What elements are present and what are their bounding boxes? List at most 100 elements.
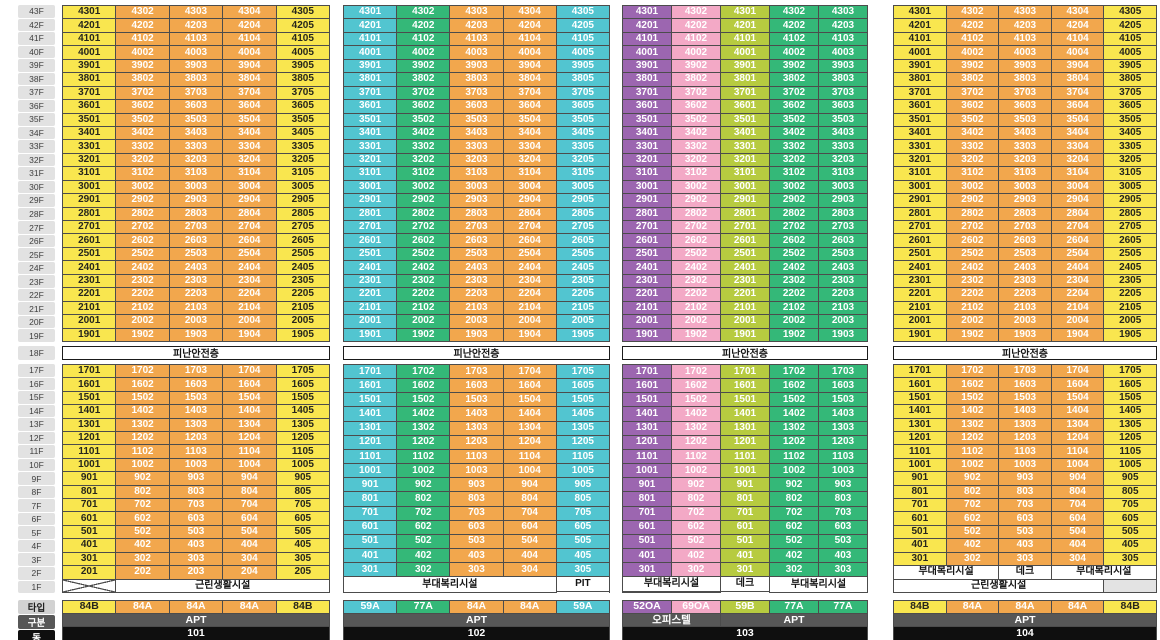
unit-cell[interactable]: 1402	[945, 404, 1000, 419]
unit-cell[interactable]: 302	[671, 562, 721, 578]
unit-cell[interactable]: 3205	[275, 152, 331, 168]
unit-cell[interactable]: 504	[502, 533, 557, 550]
unit-cell[interactable]: 4002	[396, 45, 451, 60]
unit-cell[interactable]: 4003	[818, 45, 868, 60]
unit-cell[interactable]: 3605	[555, 99, 611, 114]
unit-cell[interactable]: 1901	[622, 327, 672, 342]
unit-cell[interactable]: 3004	[1050, 179, 1105, 195]
unit-cell[interactable]: 2303	[998, 273, 1052, 289]
unit-cell[interactable]: 3803	[168, 72, 224, 87]
unit-cell[interactable]: 1003	[818, 463, 868, 479]
unit-cell[interactable]: 3101	[61, 166, 117, 181]
unit-cell[interactable]: 2803	[449, 206, 504, 222]
unit-cell[interactable]: 3905	[275, 58, 331, 74]
unit-cell[interactable]: 4305	[555, 4, 611, 20]
unit-cell[interactable]: 1301	[720, 420, 770, 436]
unit-cell[interactable]: 505	[1103, 524, 1157, 540]
unit-cell[interactable]: 1203	[168, 431, 224, 446]
unit-cell[interactable]: 1205	[275, 431, 331, 446]
unit-cell[interactable]: 3801	[61, 72, 117, 87]
unit-cell[interactable]: 4301	[342, 4, 398, 20]
unit-cell[interactable]: 2804	[222, 206, 277, 222]
unit-cell[interactable]: 2404	[222, 260, 277, 275]
unit-cell[interactable]: 3302	[769, 139, 819, 154]
unit-cell[interactable]: 1101	[61, 444, 117, 459]
unit-cell[interactable]: 2703	[168, 219, 224, 235]
unit-cell[interactable]: 3903	[168, 58, 224, 74]
unit-cell[interactable]: 3201	[720, 152, 770, 168]
unit-cell[interactable]: 601	[893, 511, 947, 526]
unit-cell[interactable]: 4205	[1103, 18, 1157, 33]
unit-cell[interactable]: 2302	[115, 273, 170, 289]
unit-cell[interactable]: 902	[945, 471, 1000, 486]
unit-cell[interactable]: 4001	[720, 45, 770, 60]
unit-cell[interactable]: 1101	[893, 444, 947, 459]
unit-cell[interactable]: 3501	[61, 112, 117, 127]
unit-cell[interactable]: 1302	[396, 420, 451, 436]
unit-cell[interactable]: 1303	[449, 420, 504, 436]
unit-cell[interactable]: 401	[720, 548, 770, 564]
unit-cell[interactable]: 3804	[502, 72, 557, 87]
unit-cell[interactable]: 3603	[998, 99, 1052, 114]
unit-cell[interactable]: 1401	[893, 404, 947, 419]
unit-cell[interactable]: 2401	[893, 260, 947, 275]
unit-cell[interactable]: 401	[893, 538, 947, 553]
unit-cell[interactable]: 1403	[168, 404, 224, 419]
unit-cell[interactable]: 805	[1103, 484, 1157, 500]
unit-cell[interactable]: 602	[396, 519, 451, 535]
unit-cell[interactable]: 1704	[502, 363, 557, 380]
unit-cell[interactable]: 1701	[720, 363, 770, 380]
unit-cell[interactable]: 1901	[342, 327, 398, 342]
unit-cell[interactable]: 2901	[720, 193, 770, 208]
unit-cell[interactable]: 2501	[622, 246, 672, 262]
unit-cell[interactable]: 2003	[449, 314, 504, 329]
unit-cell[interactable]: 3704	[222, 85, 277, 101]
unit-cell[interactable]: 802	[945, 484, 1000, 500]
unit-cell[interactable]: 703	[818, 505, 868, 521]
unit-cell[interactable]: 4105	[275, 31, 331, 47]
unit-cell[interactable]: 1605	[1103, 377, 1157, 392]
unit-cell[interactable]: 1105	[275, 444, 331, 459]
unit-cell[interactable]: 2301	[342, 273, 398, 289]
unit-cell[interactable]: 4103	[998, 31, 1052, 47]
unit-cell[interactable]: 3505	[275, 112, 331, 127]
unit-cell[interactable]: 2301	[893, 273, 947, 289]
unit-cell[interactable]: 4301	[720, 4, 770, 20]
unit-cell[interactable]: 2804	[502, 206, 557, 222]
unit-cell[interactable]: 3105	[275, 166, 331, 181]
unit-cell[interactable]: 3602	[945, 99, 1000, 114]
unit-cell[interactable]: 1504	[502, 392, 557, 408]
unit-cell[interactable]: 1502	[671, 392, 721, 408]
unit-cell[interactable]: 2103	[818, 300, 868, 316]
unit-cell[interactable]: 3102	[115, 166, 170, 181]
unit-cell[interactable]: 2201	[61, 287, 117, 302]
unit-cell[interactable]: 1503	[168, 390, 224, 406]
unit-cell[interactable]: 1405	[1103, 404, 1157, 419]
unit-cell[interactable]: 3602	[115, 99, 170, 114]
unit-cell[interactable]: 2803	[818, 206, 868, 222]
unit-cell[interactable]: 1501	[622, 392, 672, 408]
unit-cell[interactable]: 1005	[275, 457, 331, 473]
unit-cell[interactable]: 901	[893, 471, 947, 486]
unit-cell[interactable]: 2201	[893, 287, 947, 302]
unit-cell[interactable]: 1101	[342, 448, 398, 465]
unit-cell[interactable]: 3105	[555, 166, 611, 181]
unit-cell[interactable]: 303	[168, 551, 224, 567]
unit-cell[interactable]: 1505	[1103, 390, 1157, 406]
unit-cell[interactable]: 1905	[1103, 327, 1157, 342]
unit-cell[interactable]: 4004	[1050, 45, 1105, 60]
unit-cell[interactable]: 1905	[275, 327, 331, 342]
unit-cell[interactable]: 2501	[342, 246, 398, 262]
unit-cell[interactable]: 2603	[168, 233, 224, 248]
unit-cell[interactable]: 4303	[168, 4, 224, 20]
unit-cell[interactable]: 505	[275, 524, 331, 540]
unit-cell[interactable]: 2301	[720, 273, 770, 289]
unit-cell[interactable]: 1001	[622, 463, 672, 479]
unit-cell[interactable]: 2201	[622, 287, 672, 302]
unit-cell[interactable]: 1504	[222, 390, 277, 406]
unit-cell[interactable]: 3902	[769, 58, 819, 74]
unit-cell[interactable]: 702	[671, 505, 721, 521]
unit-cell[interactable]: 1601	[720, 378, 770, 394]
unit-cell[interactable]: 3902	[396, 58, 451, 74]
unit-cell[interactable]: 2905	[275, 193, 331, 208]
